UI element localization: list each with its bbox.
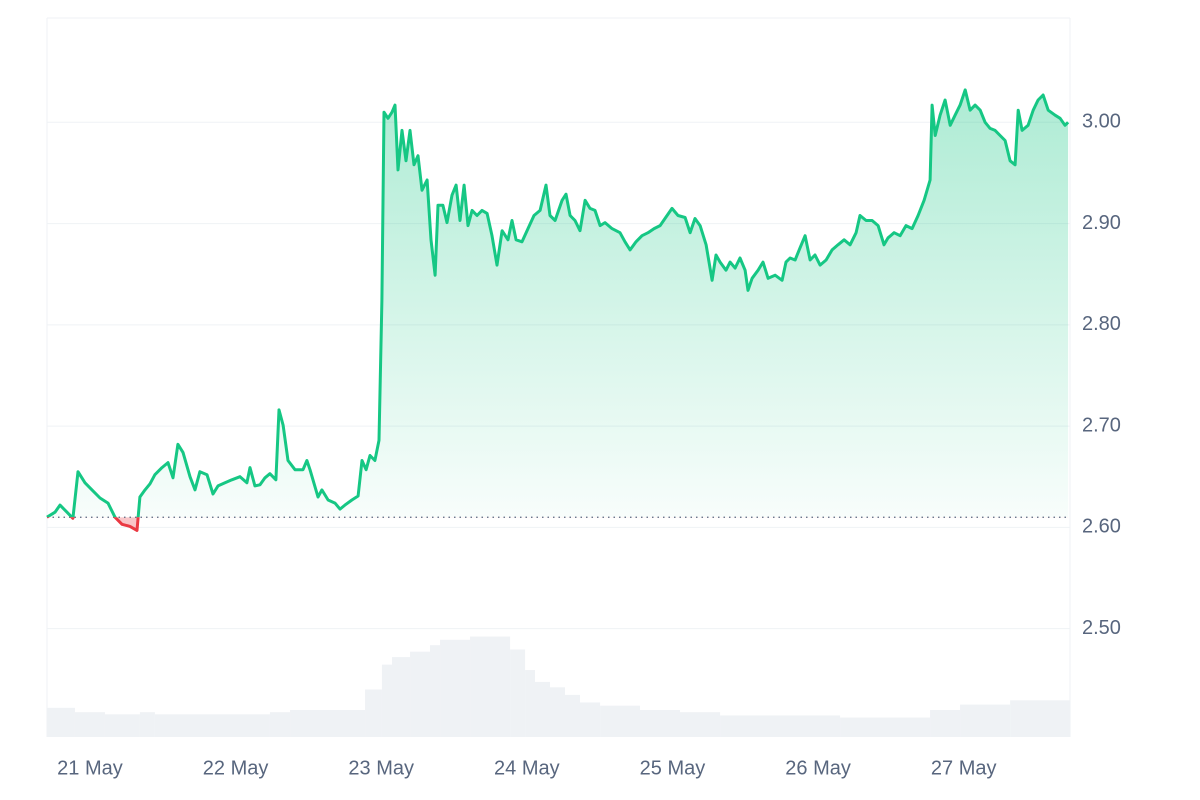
volume-bar [930,710,961,737]
volume-bar [1010,700,1071,737]
area-up [47,89,1069,518]
x-tick-label: 21 May [57,757,123,779]
x-tick-label: 24 May [494,757,560,779]
volume-bar [525,670,535,737]
y-tick-label: 2.70 [1082,414,1121,436]
volume-bar [639,710,681,737]
x-tick-label: 26 May [785,757,851,779]
volume-bar [391,657,411,737]
volume-bar [960,704,1011,737]
volume-bar [74,712,105,737]
volume-bar [104,714,140,737]
volume-bar [269,712,291,737]
volume-bar [381,664,392,737]
volume-bar [365,689,382,737]
area-down [71,517,139,531]
x-tick-label: 22 May [203,757,269,779]
volume-bar [410,651,430,737]
volume-bar [549,687,565,737]
y-tick-label: 3.00 [1082,111,1121,133]
x-tick-label: 27 May [931,757,997,779]
volume-bar [510,649,526,737]
volume-bar [579,702,601,737]
x-tick-label: 23 May [348,757,414,779]
x-tick-label: 25 May [640,757,706,779]
volume-bar [564,694,580,737]
volume-bar [440,639,471,737]
volume-bar [290,710,366,737]
volume-bar [47,707,75,737]
volume-bar [840,717,931,737]
volume-bar [154,714,270,737]
volume-bar [534,681,550,737]
y-tick-label: 2.50 [1082,617,1121,639]
y-tick-label: 2.80 [1082,313,1121,335]
volume-bar [600,705,640,737]
volume-bar [470,636,511,737]
volume-bar [680,712,721,737]
y-tick-label: 2.90 [1082,212,1121,234]
volume-bar [720,715,841,737]
price-line-up [46,88,1070,518]
y-tick-label: 2.60 [1082,516,1121,538]
volume-bar [139,712,155,737]
volume-bar [429,645,441,737]
